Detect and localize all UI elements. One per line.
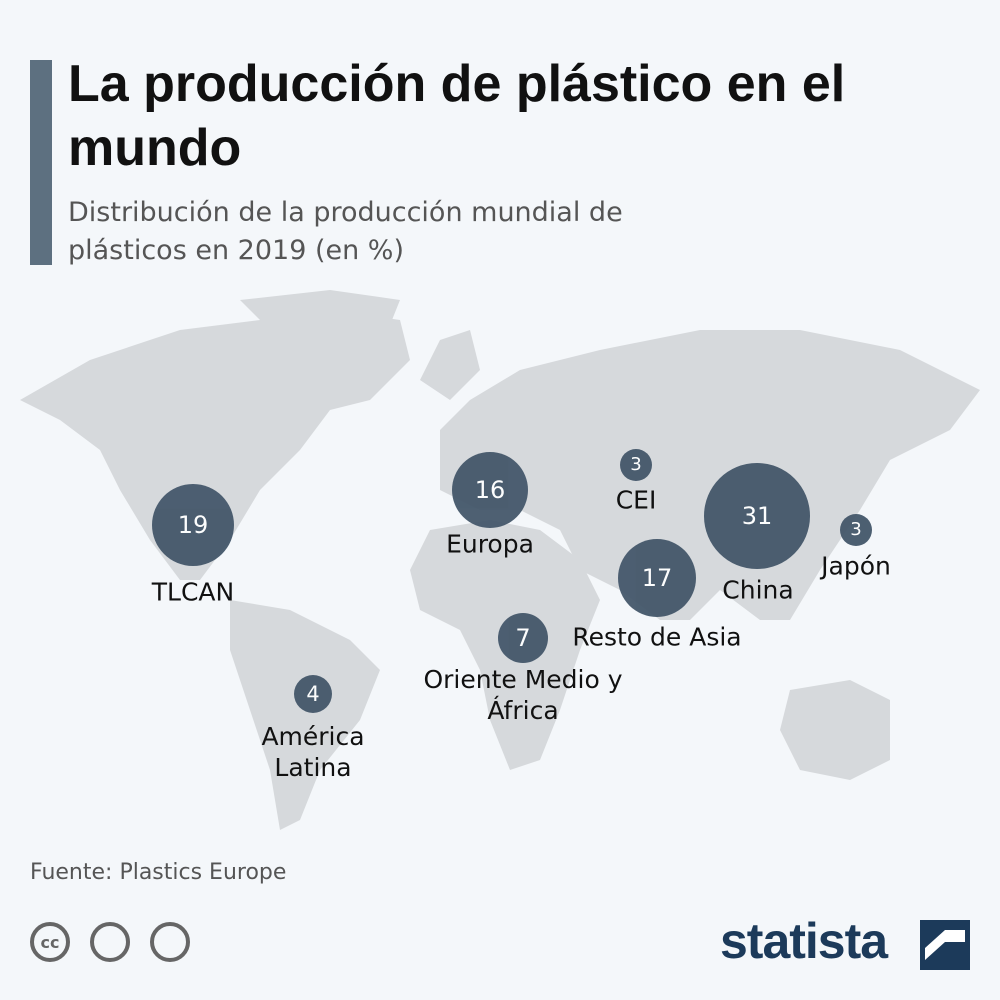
region-label: Europa <box>446 529 534 559</box>
nd-icon <box>150 922 190 962</box>
subtitle: Distribución de la producción mundial de… <box>68 197 623 266</box>
region-label: TLCAN <box>151 577 235 607</box>
bubble: 3 <box>619 448 653 482</box>
accent-bar <box>30 60 52 265</box>
bubble: 7 <box>497 612 549 664</box>
bubble: 31 <box>704 463 810 569</box>
bubble: 17 <box>617 538 697 618</box>
brand: statista <box>720 913 888 969</box>
world-map <box>20 290 980 830</box>
brand-logo <box>920 920 970 970</box>
source: Fuente: Plastics Europe <box>30 860 287 885</box>
region-label: América Latina <box>261 722 365 782</box>
bubble: 3 <box>839 513 873 547</box>
region-label: Oriente Medio y África <box>423 665 623 725</box>
region-label: Resto de Asia <box>572 622 742 652</box>
bubble: 4 <box>294 675 332 713</box>
region-label: CEI <box>615 485 657 515</box>
bubble: 19 <box>151 483 235 567</box>
bubble: 16 <box>452 452 528 528</box>
by-icon <box>90 922 130 962</box>
region-label: Japón <box>821 551 891 581</box>
region-label: China <box>722 575 794 605</box>
cc-icon: cc <box>30 922 70 962</box>
title: La producción de plástico en el mundo <box>68 55 846 177</box>
